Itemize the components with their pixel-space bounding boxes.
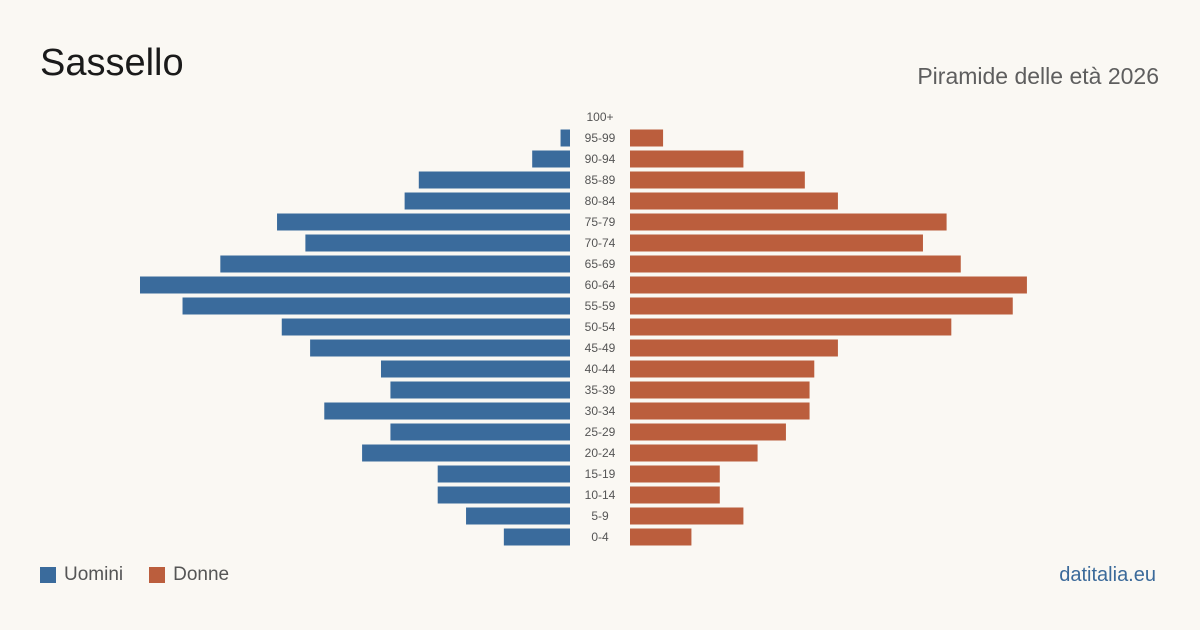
bar-women-95-99 [630,129,664,147]
age-label-15-19: 15-19 [585,467,616,481]
bar-women-75-79 [630,213,947,231]
legend-label-women: Donne [173,564,230,585]
bar-women-45-49 [630,339,838,357]
age-label-70-74: 70-74 [585,236,616,250]
age-label-50-54: 50-54 [585,320,616,334]
bar-men-25-29 [390,423,570,441]
age-label-5-9: 5-9 [591,509,609,523]
bar-men-60-64 [140,276,570,294]
bar-men-85-89 [418,171,570,189]
bar-men-40-44 [380,360,570,378]
age-label-95-99: 95-99 [585,131,616,145]
bar-men-50-54 [281,318,570,336]
chart-subtitle: Piramide delle età 2026 [917,63,1159,89]
legend-item-men: Uomini [40,564,123,586]
age-label-30-34: 30-34 [585,404,616,418]
bar-women-40-44 [630,360,815,378]
age-label-35-39: 35-39 [585,383,616,397]
bar-women-15-19 [630,465,720,483]
bar-men-55-59 [182,297,570,315]
bar-men-90-94 [532,150,570,168]
bar-men-80-84 [404,192,570,210]
age-label-40-44: 40-44 [585,362,616,376]
bar-women-10-14 [630,486,720,504]
age-label-90-94: 90-94 [585,152,616,166]
legend-item-women: Donne [149,564,229,586]
bar-men-75-79 [277,213,570,231]
age-label-100+: 100+ [586,110,613,124]
bar-men-35-39 [390,381,570,399]
bar-men-0-4 [503,528,570,546]
age-label-80-84: 80-84 [585,194,616,208]
bar-women-70-74 [630,234,923,252]
bar-men-15-19 [437,465,570,483]
age-label-45-49: 45-49 [585,341,616,355]
legend: Uomini Donne [40,564,255,586]
age-label-65-69: 65-69 [585,257,616,271]
page-title: Sassello [40,42,184,84]
legend-label-men: Uomini [64,564,124,585]
age-label-85-89: 85-89 [585,173,616,187]
bar-women-0-4 [630,528,692,546]
bar-women-55-59 [630,297,1013,315]
bar-men-70-74 [305,234,570,252]
bar-men-45-49 [310,339,570,357]
bar-women-30-34 [630,402,810,420]
age-label-10-14: 10-14 [585,488,616,502]
bar-women-20-24 [630,444,758,462]
bar-men-95-99 [560,129,570,147]
bar-men-20-24 [362,444,570,462]
age-label-20-24: 20-24 [585,446,616,460]
bar-women-80-84 [630,192,838,210]
bar-women-25-29 [630,423,786,441]
bar-women-85-89 [630,171,805,189]
source-link[interactable]: datitalia.eu [1059,564,1156,586]
bar-men-65-69 [220,255,571,273]
bar-men-10-14 [437,486,570,504]
bar-women-65-69 [630,255,961,273]
bar-women-5-9 [630,507,744,525]
age-label-55-59: 55-59 [585,299,616,313]
age-label-0-4: 0-4 [591,530,609,544]
age-label-25-29: 25-29 [585,425,616,439]
age-label-60-64: 60-64 [585,278,616,292]
bar-men-30-34 [324,402,570,420]
legend-swatch-men [40,567,56,583]
bar-women-90-94 [630,150,744,168]
bar-women-50-54 [630,318,952,336]
bar-women-35-39 [630,381,810,399]
bar-women-60-64 [630,276,1027,294]
bar-men-5-9 [466,507,570,525]
age-label-75-79: 75-79 [585,215,616,229]
legend-swatch-women [149,567,166,583]
